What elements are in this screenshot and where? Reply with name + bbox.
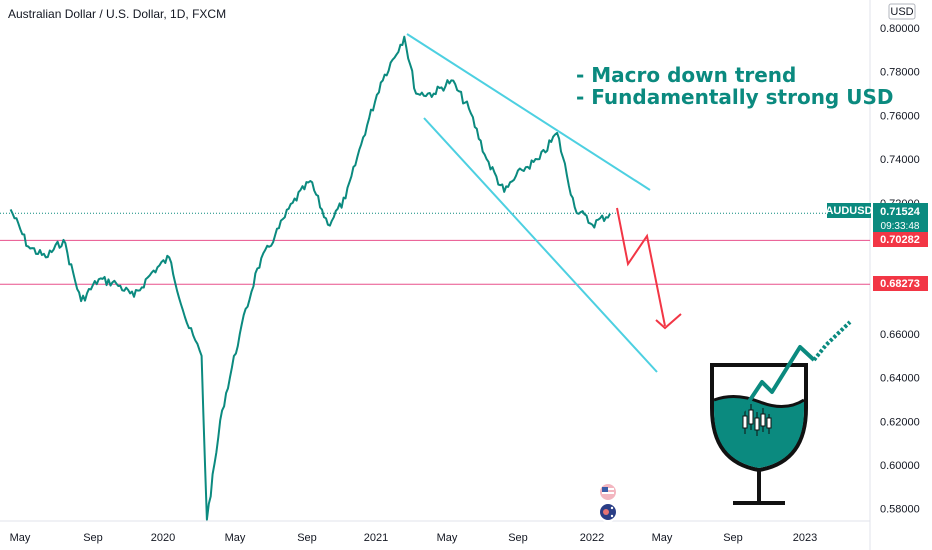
time-tick-label: May [10,532,31,544]
level-tag[interactable]: 0.68273 [873,276,928,291]
symbol-price-tag[interactable]: AUDUSD 0.71524 09:33:48 [825,203,928,233]
level-tag[interactable]: 0.70282 [873,232,928,247]
level-value: 0.68273 [880,278,920,290]
time-tick-label: 2023 [793,532,817,544]
chart-title: Australian Dollar / U.S. Dollar, 1D, FXC… [8,7,226,21]
price-tick-label: 0.66000 [880,329,920,341]
annotation-line-2: - Fundamentally strong USD [576,85,893,109]
price-tick-label: 0.58000 [880,504,920,516]
lower-trend-line[interactable] [423,117,658,373]
time-tick-label: Sep [83,532,103,544]
time-tick-label: May [652,532,673,544]
us-flag-event-icon[interactable] [598,482,618,502]
price-tick-label: 0.76000 [880,110,920,122]
currency-badge[interactable] [888,3,916,20]
currency-label: USD [890,6,913,18]
price-tick-label: 0.80000 [880,23,920,35]
price-tick-label: 0.78000 [880,67,920,79]
price-tick-label: 0.74000 [880,154,920,166]
time-tick-label: 2021 [364,532,388,544]
time-tick-label: May [437,532,458,544]
price-tick-label: 0.64000 [880,373,920,385]
price-tick-label: 0.60000 [880,460,920,472]
time-tick-label: May [225,532,246,544]
time-tick-label: Sep [723,532,743,544]
au-flag-event-icon[interactable] [598,502,618,522]
price-tick-label: 0.62000 [880,416,920,428]
annotation-line-1: - Macro down trend [576,63,796,87]
time-tick-label: Sep [508,532,528,544]
time-tick-label: 2022 [580,532,604,544]
time-tick-label: Sep [297,532,317,544]
projection-arrow[interactable] [616,207,666,327]
time-axis: May Sep 2020 May Sep 2021 May Sep 2022 May Sep 2023 [10,532,818,544]
last-price-value: 0.71524 [880,206,921,218]
wine-glass-drawing [710,320,852,505]
projection-arrowhead [655,313,682,330]
time-tick-label: 2020 [151,532,175,544]
bar-countdown: 09:33:48 [881,221,920,232]
upper-trend-line[interactable] [406,33,651,191]
price-line [9,35,611,521]
level-value: 0.70282 [880,234,920,246]
symbol-label: AUDUSD [825,205,872,217]
